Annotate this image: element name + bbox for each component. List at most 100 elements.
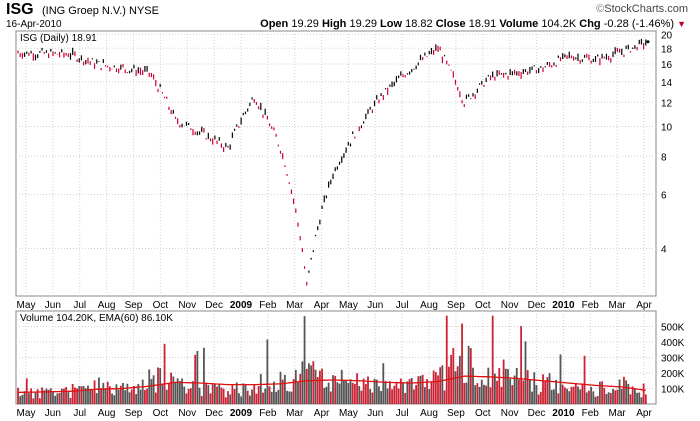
high-label: High <box>321 18 347 30</box>
volume-bar <box>618 379 621 404</box>
volume-bar <box>638 392 641 404</box>
volume-bar <box>408 379 411 404</box>
volume-bar <box>456 366 459 404</box>
volume-bar <box>242 383 245 404</box>
volume-bar <box>644 394 647 404</box>
volume-bar <box>240 396 243 404</box>
chg-value: -0.28 (-1.46%) <box>603 18 675 30</box>
volume-bar <box>91 390 94 404</box>
volume-bar <box>28 393 30 404</box>
volume-bar <box>504 368 507 404</box>
volume-bar <box>152 375 155 404</box>
volume-bar <box>262 392 264 404</box>
open-label: Open <box>260 18 289 30</box>
x-tick-label: Jul <box>73 408 86 419</box>
volume-bar <box>588 390 590 404</box>
volume-bar <box>93 380 96 404</box>
y-tick-label: 4 <box>661 245 667 256</box>
volume-bar <box>410 377 413 404</box>
volume-bar <box>108 386 111 404</box>
volume-bar <box>218 384 221 404</box>
y-tick-label: 16 <box>661 60 673 71</box>
volume-bar <box>625 380 628 404</box>
volume-bar <box>415 385 418 404</box>
volume-bar <box>539 391 542 404</box>
volume-bar <box>115 384 118 404</box>
volume-bar <box>200 395 203 404</box>
volume-bar <box>183 386 186 404</box>
volume-bar <box>224 397 227 404</box>
volume-bar <box>375 379 378 404</box>
volume-bar <box>165 389 168 404</box>
volume-bar <box>533 372 536 404</box>
volume-bar <box>594 396 597 404</box>
volume-bar <box>76 388 78 404</box>
volume-bar <box>297 382 299 404</box>
volume-bar <box>266 339 269 404</box>
volume-panel: 500K 400K 300K 200K 100K Volume 104.20K, EMA(… <box>15 310 685 405</box>
volume-bar <box>572 386 575 404</box>
volume-bar <box>176 378 179 404</box>
x-tick-label: Feb <box>582 408 600 419</box>
volume-bar <box>119 385 122 404</box>
volume-y-tick-label: 400K <box>661 338 685 349</box>
volume-bar <box>509 378 512 404</box>
volume-bar <box>570 386 573 404</box>
volume-bar <box>452 347 455 404</box>
volume-bar <box>334 375 337 404</box>
x-tick-label: Sep <box>125 300 143 311</box>
volume-bar <box>430 381 433 404</box>
x-tick-label: Oct <box>475 300 491 311</box>
x-tick-label: Feb <box>582 300 600 311</box>
volume-value: 104.2K <box>541 18 577 30</box>
volume-bar <box>305 368 308 404</box>
quote-date: 16-Apr-2010 <box>6 19 62 30</box>
x-tick-label: Nov <box>501 300 519 311</box>
volume-bar <box>548 373 551 404</box>
x-tick-label: 2009 <box>230 408 253 419</box>
volume-bar <box>299 373 302 404</box>
volume-bar <box>238 393 240 404</box>
volume-bar <box>445 315 448 404</box>
volume-bar <box>559 354 562 404</box>
volume-bar <box>609 393 612 404</box>
volume-bar <box>17 387 19 404</box>
volume-legend: Volume 104.20K, EMA(60) 86.10K <box>20 313 173 324</box>
x-tick-label: Jun <box>45 408 61 419</box>
price-panel: 20 18 16 14 12 10 8 6 4 ISG (Daily) 18.91 <box>15 30 673 297</box>
volume-bar <box>161 384 164 404</box>
x-tick-label: May <box>339 300 358 311</box>
volume-bar <box>312 361 315 404</box>
volume-bar <box>146 388 148 404</box>
volume-bar <box>58 392 61 404</box>
x-tick-label: Mar <box>609 300 627 311</box>
volume-bar <box>574 383 577 404</box>
x-tick-label: Dec <box>205 300 223 311</box>
volume-bar <box>187 388 190 404</box>
volume-bar <box>491 315 494 404</box>
volume-bar <box>211 383 214 404</box>
x-tick-label: Jun <box>367 300 383 311</box>
x-tick-label: Nov <box>501 408 519 419</box>
x-tick-label: May <box>339 408 358 419</box>
x-tick-label: 2010 <box>552 408 575 419</box>
volume-bar <box>566 388 568 404</box>
volume-bar <box>168 382 170 404</box>
x-tick-label: Feb <box>259 300 277 311</box>
volume-bar <box>185 393 188 404</box>
volume-bar <box>198 387 201 404</box>
volume-bar <box>472 367 474 404</box>
volume-bar <box>73 387 76 404</box>
volume-bar <box>113 395 116 404</box>
volume-bar <box>555 379 558 404</box>
volume-bar <box>358 386 361 404</box>
volume-bar <box>222 388 225 404</box>
y-tick-label: 8 <box>661 152 667 163</box>
volume-bar <box>67 392 70 404</box>
volume-y-tick-label: 100K <box>661 385 685 396</box>
volume-bar <box>143 390 146 404</box>
volume-bar <box>371 392 374 404</box>
volume-bar <box>478 386 481 404</box>
volume-y-tick-label: 200K <box>661 369 685 380</box>
volume-bar <box>581 384 584 404</box>
